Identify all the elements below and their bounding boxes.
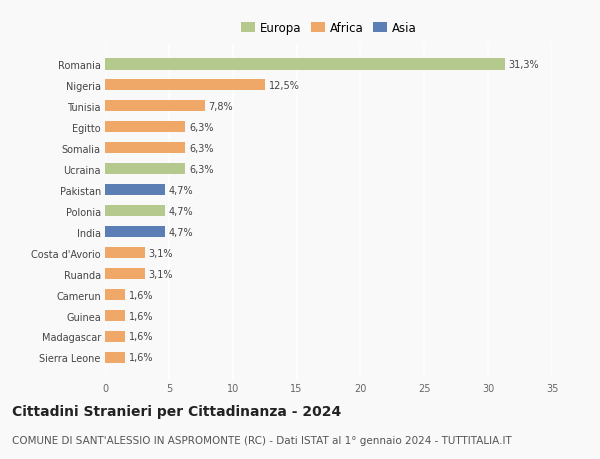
Bar [105, 101, 205, 112]
Bar [105, 163, 185, 175]
Bar [105, 80, 265, 91]
Bar [105, 331, 125, 342]
Legend: Europa, Africa, Asia: Europa, Africa, Asia [238, 19, 419, 37]
Text: 12,5%: 12,5% [268, 80, 299, 90]
Text: 1,6%: 1,6% [129, 290, 154, 300]
Text: Cittadini Stranieri per Cittadinanza - 2024: Cittadini Stranieri per Cittadinanza - 2… [12, 404, 341, 418]
Bar [105, 268, 145, 280]
Bar [105, 143, 185, 154]
Text: 6,3%: 6,3% [189, 143, 214, 153]
Text: 4,7%: 4,7% [169, 227, 193, 237]
Text: 1,6%: 1,6% [129, 332, 154, 342]
Text: 3,1%: 3,1% [148, 248, 173, 258]
Text: 4,7%: 4,7% [169, 185, 193, 195]
Text: 1,6%: 1,6% [129, 311, 154, 321]
Text: 6,3%: 6,3% [189, 123, 214, 132]
Text: 4,7%: 4,7% [169, 206, 193, 216]
Bar [105, 185, 165, 196]
Text: COMUNE DI SANT'ALESSIO IN ASPROMONTE (RC) - Dati ISTAT al 1° gennaio 2024 - TUTT: COMUNE DI SANT'ALESSIO IN ASPROMONTE (RC… [12, 435, 512, 445]
Text: 1,6%: 1,6% [129, 353, 154, 363]
Text: 31,3%: 31,3% [509, 60, 539, 70]
Bar [105, 59, 505, 70]
Bar [105, 226, 165, 238]
Text: 6,3%: 6,3% [189, 164, 214, 174]
Bar [105, 310, 125, 322]
Text: 7,8%: 7,8% [208, 101, 233, 112]
Bar [105, 289, 125, 301]
Bar [105, 247, 145, 259]
Bar [105, 122, 185, 133]
Text: 3,1%: 3,1% [148, 269, 173, 279]
Bar [105, 352, 125, 364]
Bar [105, 205, 165, 217]
